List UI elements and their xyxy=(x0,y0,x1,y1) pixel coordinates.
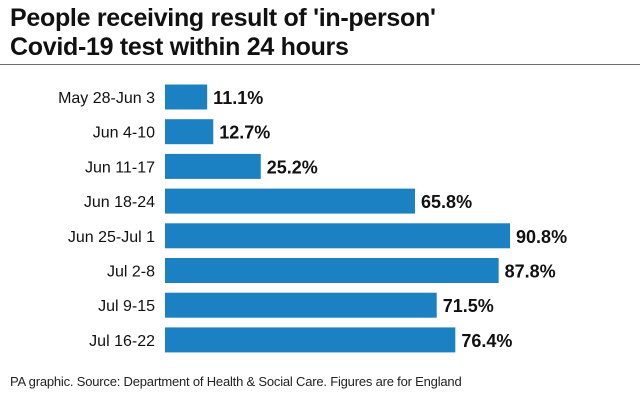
value-label: 65.8% xyxy=(421,192,472,212)
bar xyxy=(165,84,208,110)
value-label: 76.4% xyxy=(461,331,512,351)
bar xyxy=(165,258,499,283)
bar xyxy=(165,292,437,318)
value-label: 90.8% xyxy=(516,227,567,247)
category-label: Jul 16-22 xyxy=(89,333,155,350)
category-label: Jul 9-15 xyxy=(98,298,155,315)
category-label: May 28-Jun 3 xyxy=(58,90,155,107)
category-label: Jun 11-17 xyxy=(85,159,155,176)
category-label: Jul 2-8 xyxy=(107,264,155,281)
value-label: 71.5% xyxy=(443,296,494,316)
bar xyxy=(165,153,261,179)
bar xyxy=(165,327,456,353)
value-label: 12.7% xyxy=(219,123,270,143)
source-note: PA graphic. Source: Department of Health… xyxy=(10,374,462,389)
category-label: Jun 18-24 xyxy=(84,194,155,211)
chart-title-line-1: People receiving result of 'in-person' xyxy=(10,4,436,32)
bar xyxy=(165,223,511,249)
chart-title: People receiving result of 'in-person' C… xyxy=(10,4,630,62)
value-label: 11.1% xyxy=(213,88,263,108)
category-label: Jun 4-10 xyxy=(93,125,155,142)
value-label: 25.2% xyxy=(267,157,318,177)
bar xyxy=(165,119,214,145)
value-label: 87.8% xyxy=(505,262,556,282)
bar xyxy=(165,188,416,214)
title-divider xyxy=(0,64,640,65)
category-label: Jun 25-Jul 1 xyxy=(68,229,155,246)
chart-title-line-2: Covid-19 test within 24 hours xyxy=(10,33,349,61)
